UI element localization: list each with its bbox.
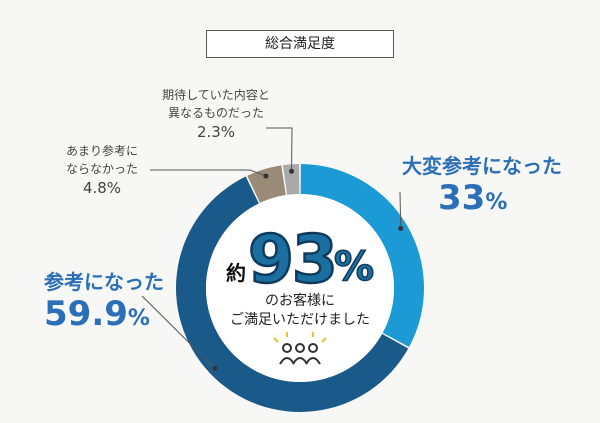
center-prefix: 約 [226,261,246,285]
label-not-helpful-value: 4.8 [82,179,107,197]
people-group-icon [273,332,327,365]
center-message: のお客様に ご満足いただけました [210,292,390,330]
center-message-line1: のお客様に [265,293,335,309]
slice-different-leader-dot [289,168,295,174]
slice-very-helpful-leader-dot [398,225,404,231]
label-different: 期待していた内容と 異なるものだった 2.3% [160,86,272,142]
chart-title: 総合満足度 [206,30,394,58]
donut-hole [206,194,394,382]
label-different-line2: 異なるものだった [167,106,264,120]
slice-different [282,164,300,195]
slice-helpful-leader-line [141,295,216,369]
label-different-value: 2.3 [196,123,221,141]
center-number: 93 [248,222,336,292]
label-very-helpful: 大変参考になった 33% [402,150,562,222]
label-not-helpful-line2: ならなかった [65,162,138,176]
slice-very-helpful-leader-line [399,191,402,229]
label-helpful-unit: % [127,306,150,331]
label-not-helpful: あまり参考に ならなかった 4.8% [56,142,148,198]
slice-not-helpful-leader-line [150,169,267,177]
label-helpful-name: 参考になった [44,270,164,294]
label-not-helpful-line1: あまり参考に [65,144,138,158]
center-highlight: 約 93 % [210,222,390,292]
slice-not-helpful [247,165,286,203]
label-very-helpful-unit: % [485,190,508,215]
label-different-unit: % [220,123,236,141]
slice-helpful-leader-dot [212,365,218,371]
label-very-helpful-name: 大変参考になった [402,154,562,178]
slice-not-helpful-leader-dot [263,173,269,179]
slice-very-helpful [300,164,424,347]
label-helpful: 参考になった 59.9% [44,266,164,338]
label-very-helpful-value: 33 [438,178,486,218]
label-helpful-value: 59.9 [44,294,128,334]
label-different-line1: 期待していた内容と [162,88,270,102]
slice-different-leader-line [266,127,293,172]
center-unit: % [334,244,374,290]
center-message-line2: ご満足いただけました [230,312,370,328]
label-not-helpful-unit: % [106,179,122,197]
